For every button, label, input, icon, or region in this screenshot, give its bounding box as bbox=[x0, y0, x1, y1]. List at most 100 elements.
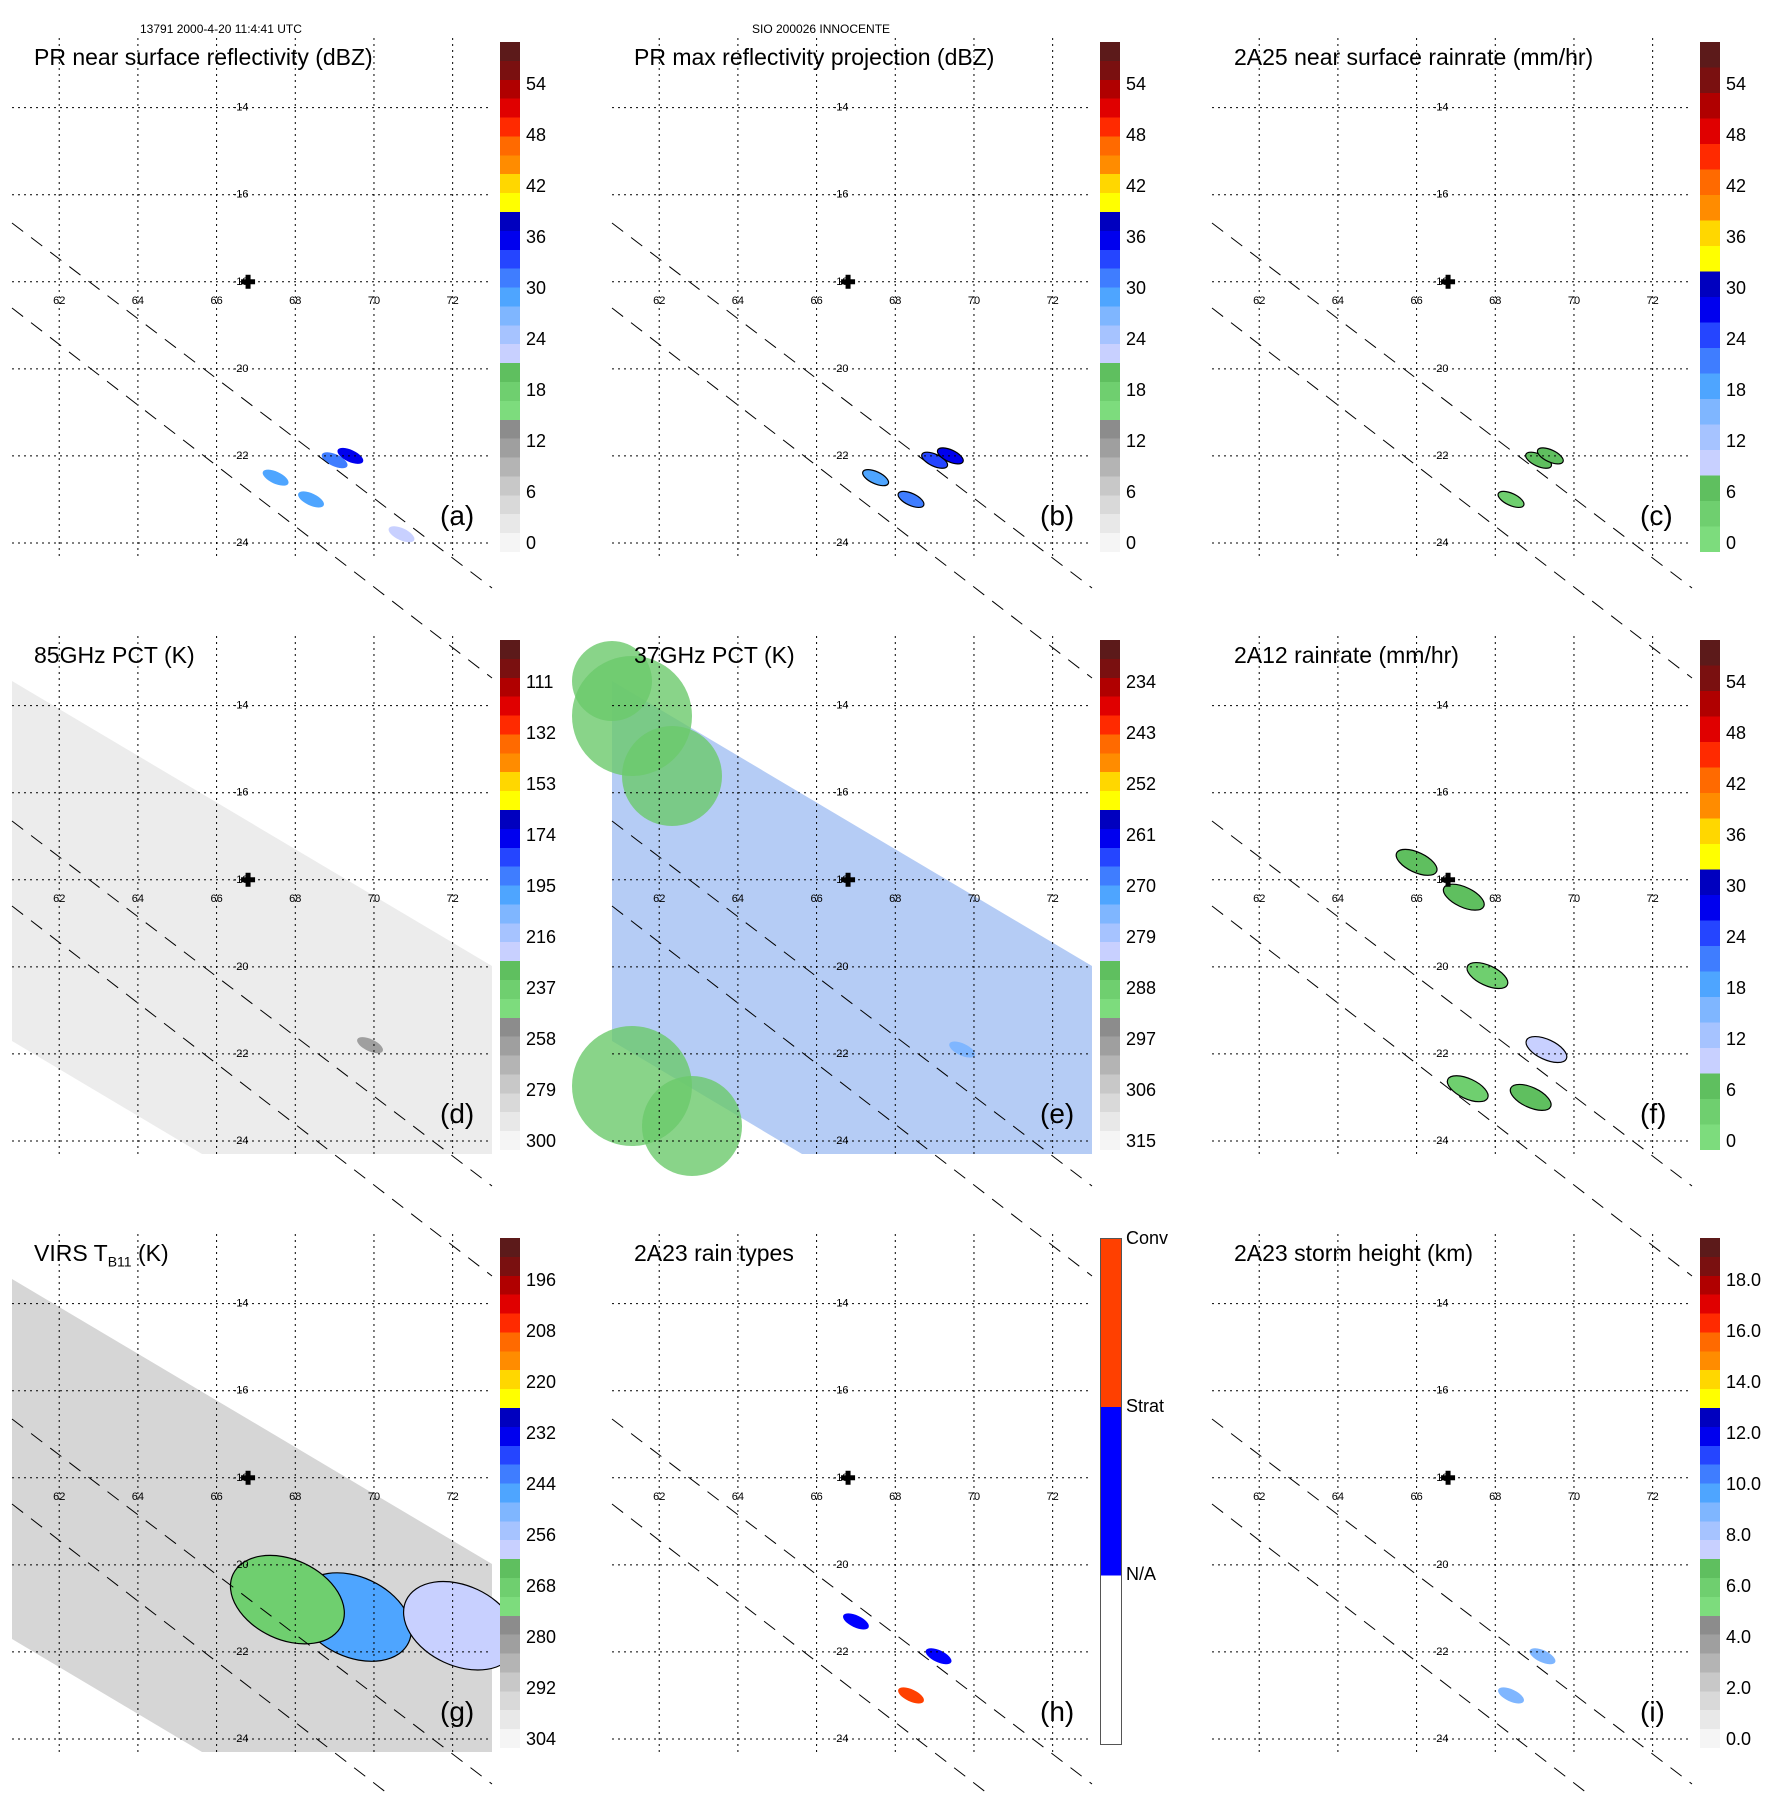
swath-edge-line bbox=[1211, 222, 1693, 589]
lon-tick-label: 70 bbox=[968, 1491, 980, 1503]
colorbar-tick: 18.0 bbox=[1726, 1270, 1762, 1290]
feature-4 bbox=[388, 526, 415, 543]
colorbar-tick: 48 bbox=[1126, 125, 1147, 145]
lon-tick-label: 62 bbox=[653, 1491, 665, 1503]
colorbar bbox=[1700, 640, 1720, 1150]
colorbar-tick: 16.0 bbox=[1726, 1321, 1762, 1341]
colorbar-tick: 30 bbox=[1726, 278, 1747, 298]
feature-0 bbox=[1395, 848, 1438, 876]
colorbar-tick: 306 bbox=[1126, 1080, 1157, 1100]
feature-5 bbox=[1446, 1075, 1489, 1103]
panel-label: (h) bbox=[1040, 1696, 1075, 1727]
colorbar-tick: 12 bbox=[1726, 431, 1747, 451]
feature-0 bbox=[925, 1648, 952, 1665]
colorbar-tick: 288 bbox=[1126, 978, 1157, 998]
lat-tick-label: -24 bbox=[1433, 1733, 1449, 1745]
colorbar bbox=[500, 42, 520, 552]
lat-tick-label: -20 bbox=[233, 961, 249, 973]
colorbar-tick: 292 bbox=[526, 1678, 557, 1698]
lon-tick-label: 70 bbox=[368, 295, 380, 307]
lon-tick-label: 68 bbox=[289, 893, 301, 905]
swath-edge-line bbox=[611, 307, 1093, 679]
lon-tick-label: 68 bbox=[889, 1491, 901, 1503]
lat-tick-label: -20 bbox=[1433, 363, 1449, 375]
swath-edge-line bbox=[1211, 1418, 1693, 1785]
lon-tick-label: 68 bbox=[889, 295, 901, 307]
lat-tick-label: -22 bbox=[833, 450, 849, 462]
colorbar-tick: 0 bbox=[1726, 1131, 1737, 1151]
lon-tick-label: 62 bbox=[53, 295, 65, 307]
cross-icon bbox=[841, 872, 856, 887]
lat-tick-label: -14 bbox=[233, 102, 249, 114]
map-c: 62 64 66 68 70 72 -14 -16 -18 -20 -22 -24 bbox=[1211, 38, 1693, 679]
colorbar-tick: 279 bbox=[526, 1080, 557, 1100]
lon-tick-label: 64 bbox=[732, 893, 744, 905]
swath-edge-line bbox=[611, 222, 1093, 589]
cross-icon bbox=[1441, 274, 1456, 289]
lon-tick-label: 72 bbox=[1647, 893, 1659, 905]
colorbar-tick: 36 bbox=[1726, 825, 1747, 845]
map-g: 62 64 66 68 70 72 -14 -16 -18 -20 -22 -24 bbox=[11, 1234, 519, 1794]
lon-tick-label: 66 bbox=[810, 1491, 822, 1503]
lat-tick-label: -18 bbox=[233, 874, 249, 886]
colorbar-tick: 42 bbox=[1126, 176, 1147, 196]
panel-title: 2A23 rain types bbox=[634, 1240, 794, 1266]
lat-tick-label: -16 bbox=[833, 787, 849, 799]
colorbar-tick: 244 bbox=[526, 1474, 557, 1494]
lat-tick-label: -20 bbox=[1433, 1559, 1449, 1571]
lat-tick-label: -22 bbox=[233, 450, 249, 462]
colorbar-tick: 24 bbox=[526, 329, 547, 349]
lon-tick-label: 66 bbox=[1410, 893, 1422, 905]
cross-icon bbox=[1441, 872, 1456, 887]
feature-2 bbox=[1497, 490, 1525, 509]
feature-1 bbox=[337, 447, 364, 464]
panel-label: (f) bbox=[1640, 1098, 1667, 1129]
lat-tick-label: -16 bbox=[1433, 787, 1449, 799]
lon-tick-label: 64 bbox=[1332, 295, 1344, 307]
colorbar-tick: 18 bbox=[1726, 978, 1747, 998]
panel-label: (b) bbox=[1040, 500, 1075, 531]
colorbar-tick: 153 bbox=[526, 774, 557, 794]
colorbar-tick: 42 bbox=[526, 176, 547, 196]
lon-tick-label: 66 bbox=[1410, 1491, 1422, 1503]
feature-3 bbox=[862, 469, 890, 487]
panel-c: 62 64 66 68 70 72 -14 -16 -18 -20 -22 -24 2A25 near … bbox=[1211, 38, 1771, 679]
colorbar-tick: 48 bbox=[526, 125, 547, 145]
map-i: 62 64 66 68 70 72 -14 -16 -18 -20 -22 -24 bbox=[1211, 1234, 1693, 1794]
colorbar-tick: 279 bbox=[1126, 927, 1157, 947]
colorbar-tick: 12 bbox=[1726, 1029, 1747, 1049]
colorbar-tick: 208 bbox=[526, 1321, 557, 1341]
panel-title: PR max reflectivity projection (dBZ) bbox=[634, 44, 995, 70]
feature-1 bbox=[898, 1687, 924, 1704]
swath-edge-line bbox=[611, 1418, 1093, 1785]
feature-1 bbox=[1498, 1687, 1524, 1704]
lat-tick-label: -18 bbox=[233, 1472, 249, 1484]
colorbar bbox=[1100, 42, 1120, 552]
cross-icon bbox=[841, 274, 856, 289]
colorbar-tick: 268 bbox=[526, 1576, 557, 1596]
lat-tick-label: -14 bbox=[1433, 102, 1449, 114]
colorbar-tick: 48 bbox=[1726, 125, 1747, 145]
lon-tick-label: 66 bbox=[210, 295, 222, 307]
colorbar-tick: 42 bbox=[1726, 774, 1747, 794]
swath-edge-line bbox=[11, 1418, 493, 1785]
colorbar-tick: 243 bbox=[1126, 723, 1157, 743]
lon-tick-label: 66 bbox=[810, 893, 822, 905]
panel-g: 62 64 66 68 70 72 -14 -16 -18 -20 -22 -24 VIRS TB11 … bbox=[11, 1234, 572, 1794]
map-d: 62 64 66 68 70 72 -14 -16 -18 -20 -22 -24 bbox=[11, 636, 493, 1277]
lat-tick-label: -16 bbox=[233, 189, 249, 201]
lat-tick-label: -14 bbox=[833, 102, 849, 114]
panel-title: 2A25 near surface rainrate (mm/hr) bbox=[1234, 44, 1594, 70]
feature-0 bbox=[357, 1037, 383, 1054]
panel-f: 62 64 66 68 70 72 -14 -16 -18 -20 -22 -24 2A12 rainr… bbox=[1211, 636, 1771, 1277]
lon-tick-label: 70 bbox=[968, 893, 980, 905]
lat-tick-label: -22 bbox=[233, 1048, 249, 1060]
swath-edge-line bbox=[11, 820, 493, 1187]
lat-tick-label: -14 bbox=[233, 700, 249, 712]
lon-tick-label: 64 bbox=[732, 295, 744, 307]
lat-tick-label: -16 bbox=[233, 787, 249, 799]
lat-tick-label: -14 bbox=[833, 1298, 849, 1310]
lat-tick-label: -14 bbox=[233, 1298, 249, 1310]
header-orbit-time: 13791 2000-4-20 11:4:41 UTC bbox=[140, 22, 302, 36]
colorbar-tick: 237 bbox=[526, 978, 557, 998]
